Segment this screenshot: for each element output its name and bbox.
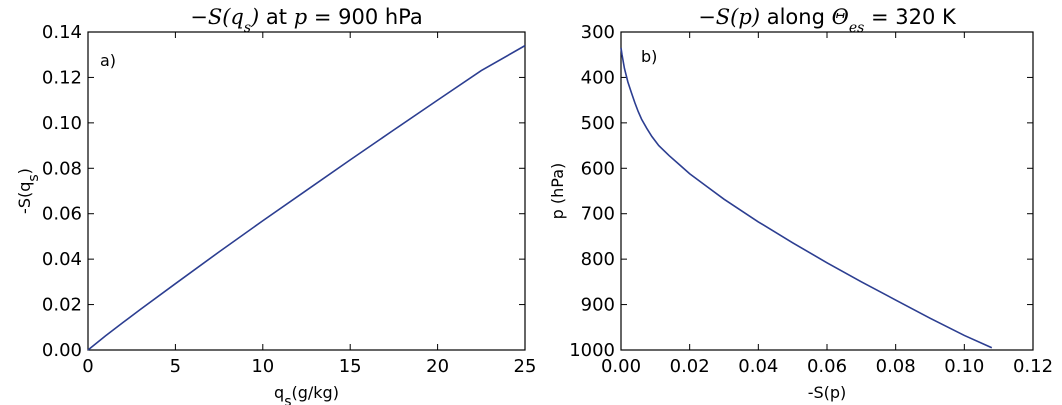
panel-a-xtick-label: 20: [426, 356, 449, 377]
panel-a-xtick-label: 5: [170, 356, 181, 377]
panel-b-xtick-label: 0.12: [1013, 356, 1053, 377]
panel-b-xtick-label: 0.00: [601, 356, 641, 377]
panel-a-ytick-label: 0.04: [42, 249, 82, 270]
panel-b-plot-frame: [620, 31, 1034, 351]
panel-b-title: −S(p) along Θes = 320 K: [698, 5, 957, 36]
panel-a-xtick-label: 15: [339, 356, 362, 377]
panel-a-xtick-label: 0: [82, 356, 93, 377]
panel-b-xtick-label: 0.04: [738, 356, 778, 377]
panel-a-ytick-label: 0.14: [42, 22, 82, 43]
panel-b-series-line: [620, 47, 993, 349]
panel-b-y-ticks: 300 400 500 600 700 800 900 1000: [569, 22, 1033, 361]
panel-a-ytick-label: 0.06: [42, 204, 82, 225]
panel-a-ylabel: -S(qs): [15, 168, 42, 214]
panel-a: −S(qs) at p = 900 hPa 0 5 10 15 20 25 0.000.0…: [15, 5, 536, 405]
panel-b: −S(p) along Θes = 320 K 0.00 0.02 0.04 0.06…: [548, 5, 1053, 402]
panel-a-xlabel: qs(g/kg): [274, 383, 339, 405]
panel-a-xtick-label: 25: [514, 356, 537, 377]
panel-b-ytick-label: 500: [581, 113, 615, 134]
panel-a-ytick-label: 0.00: [42, 340, 82, 361]
panel-b-ylabel: p (hPa): [548, 163, 567, 220]
panel-a-y-ticks: 0.00 0.02 0.04 0.06 0.08 0.10 0.12 0.14: [42, 22, 525, 361]
panel-b-ytick-label: 400: [581, 67, 615, 88]
panel-a-title: −S(qs) at p = 900 hPa: [190, 5, 423, 36]
panel-a-ytick-label: 0.10: [42, 113, 82, 134]
panel-a-ytick-label: 0.08: [42, 158, 82, 179]
panel-b-xtick-label: 0.02: [670, 356, 710, 377]
panel-b-xtick-label: 0.06: [807, 356, 847, 377]
panel-b-ytick-label: 600: [581, 158, 615, 179]
panel-b-ytick-label: 900: [581, 295, 615, 316]
panel-a-ytick-label: 0.02: [42, 295, 82, 316]
panel-a-series-line: [87, 44, 526, 351]
panel-a-label: a): [100, 51, 116, 70]
panel-b-ytick-label: 800: [581, 249, 615, 270]
panel-b-xtick-label: 0.10: [944, 356, 984, 377]
panel-a-plot-frame: [87, 31, 526, 351]
panel-a-x-ticks: 0 5 10 15 20 25: [82, 32, 536, 377]
panel-b-xlabel: -S(p): [808, 383, 847, 402]
panel-b-ytick-label: 300: [581, 22, 615, 43]
panel-b-label: b): [641, 47, 657, 66]
panel-a-ytick-label: 0.12: [42, 67, 82, 88]
panel-b-x-ticks: 0.00 0.02 0.04 0.06 0.08 0.10 0.12: [601, 32, 1053, 377]
panel-b-xtick-label: 0.08: [876, 356, 916, 377]
panel-b-ytick-label: 1000: [569, 340, 615, 361]
panel-b-ytick-label: 700: [581, 204, 615, 225]
panel-a-xtick-label: 10: [251, 356, 274, 377]
